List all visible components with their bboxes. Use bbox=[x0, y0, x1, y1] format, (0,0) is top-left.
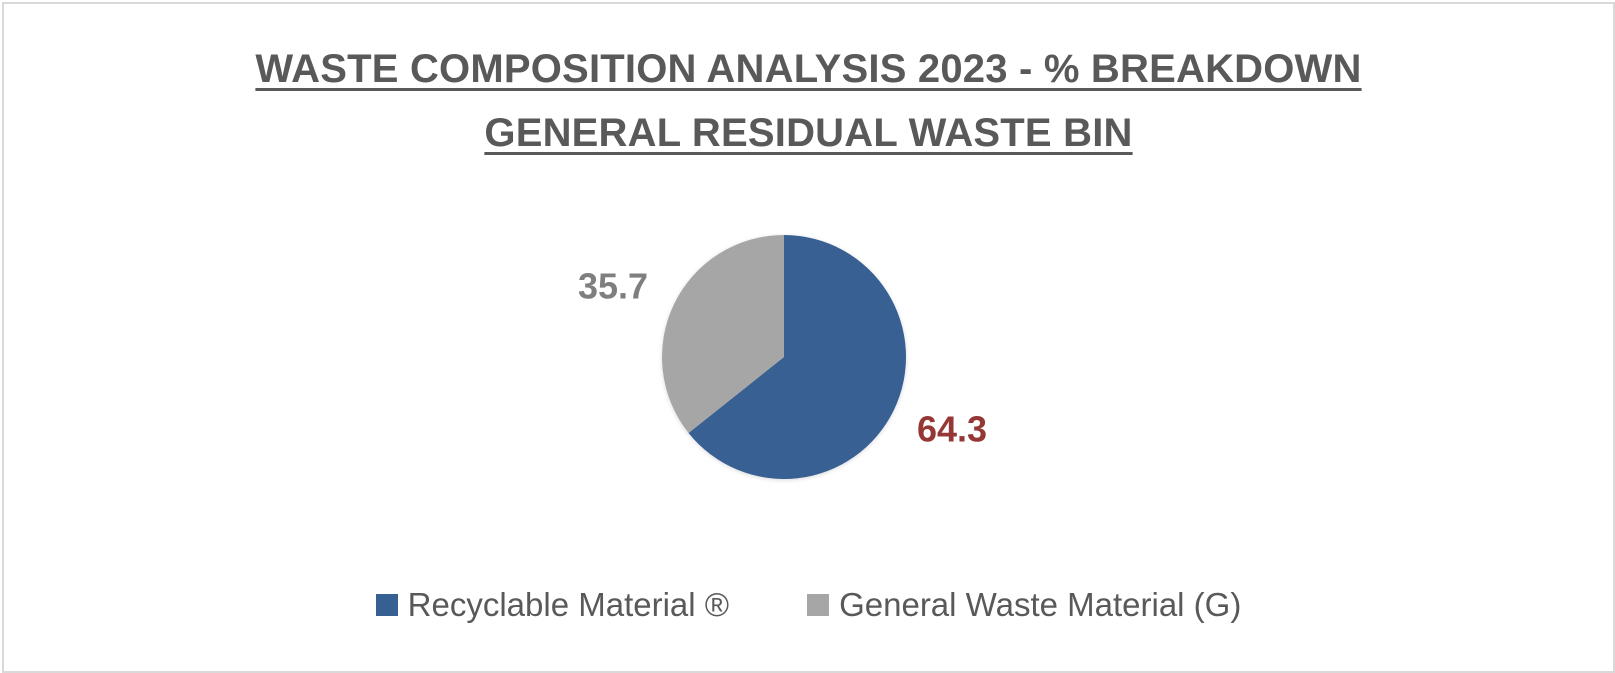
data-label-general-waste: 35.7 bbox=[578, 266, 648, 307]
chart-title-line-1: WASTE COMPOSITION ANALYSIS 2023 - % BREA… bbox=[255, 47, 1362, 91]
pie-chart: 64.3 35.7 bbox=[578, 235, 987, 480]
data-label-recyclable: 64.3 bbox=[917, 409, 987, 450]
chart-title-line-2: GENERAL RESIDUAL WASTE BIN bbox=[484, 111, 1133, 155]
chart-legend: Recyclable Material ® General Waste Mate… bbox=[4, 586, 1613, 624]
legend-swatch-general-waste bbox=[807, 594, 830, 616]
legend-label-general-waste: General Waste Material (G) bbox=[839, 586, 1242, 623]
legend-item-recyclable: Recyclable Material ® bbox=[375, 586, 730, 624]
legend-swatch-recyclable bbox=[375, 594, 398, 616]
pie-slice-general-waste bbox=[662, 235, 784, 433]
pie-slice-recyclable bbox=[688, 235, 906, 480]
legend-item-general-waste: General Waste Material (G) bbox=[807, 586, 1241, 624]
legend-label-recyclable: Recyclable Material ® bbox=[407, 586, 730, 623]
